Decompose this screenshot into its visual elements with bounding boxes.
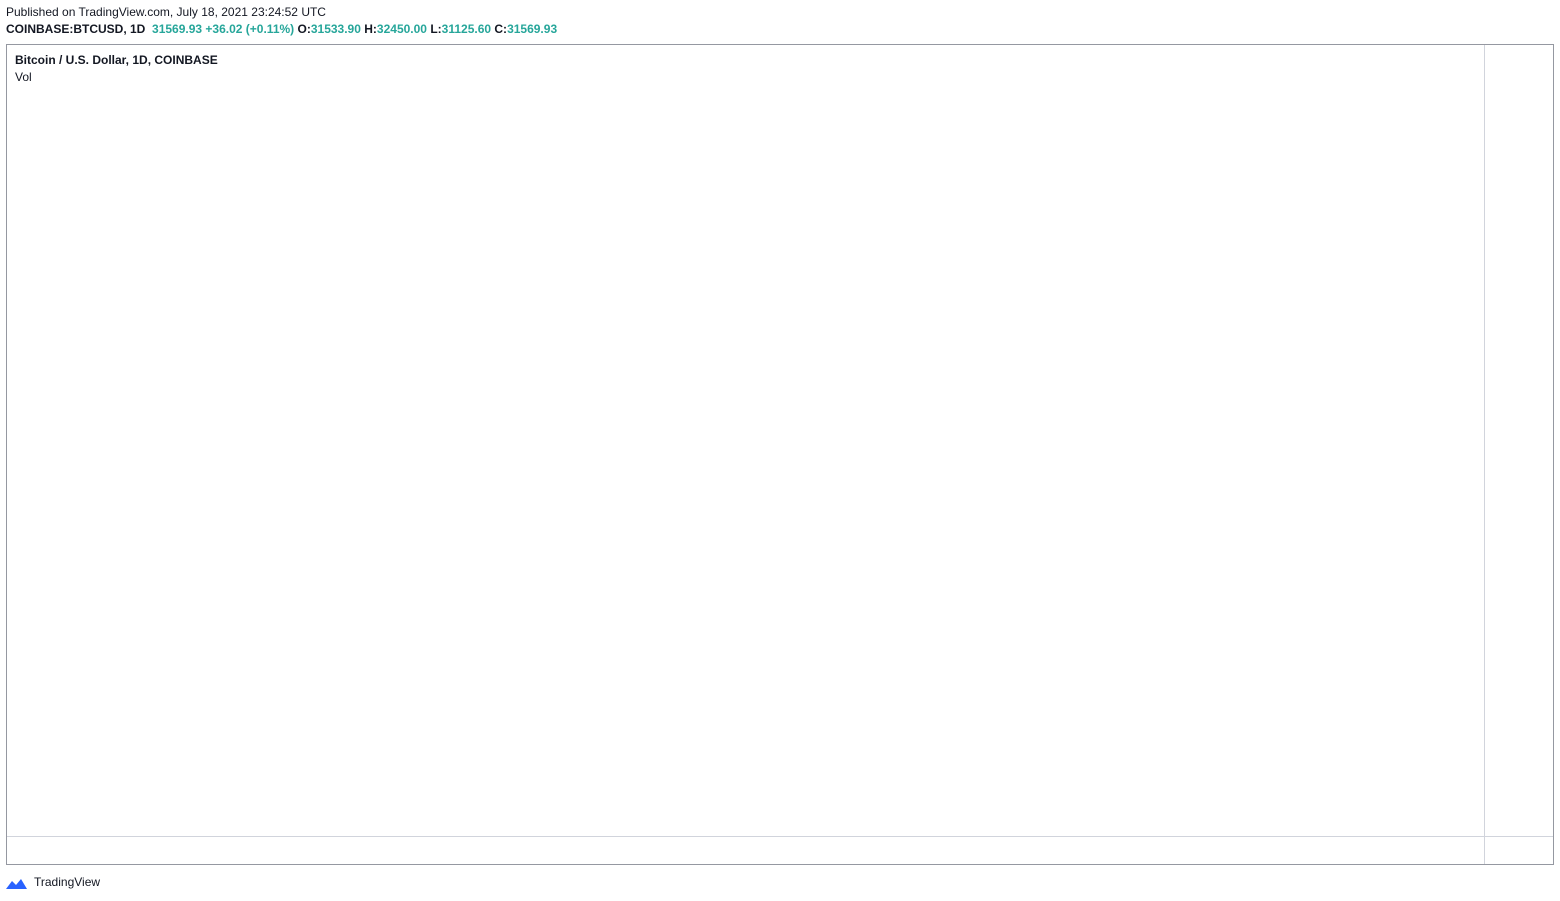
header: Published on TradingView.com, July 18, 2… <box>6 4 560 38</box>
symbol: COINBASE:BTCUSD, 1D <box>6 22 146 36</box>
logo-icon <box>6 879 27 889</box>
published: Published on TradingView.com, July 18, 2… <box>6 5 326 19</box>
ohlc-label: O: <box>297 22 311 36</box>
ohlc-value: 31569.93 <box>507 22 558 36</box>
chart-title: Bitcoin / U.S. Dollar, 1D, COINBASE <box>15 53 218 67</box>
vol-legend: Vol <box>15 70 32 84</box>
ohlc-value: 31533.90 <box>310 22 361 36</box>
quote-line: COINBASE:BTCUSD, 1D 31569.93 +36.02 (+0.… <box>6 21 560 38</box>
ohlc-label: C: <box>494 22 508 36</box>
footer-logo: TradingView <box>6 875 100 889</box>
ohlc-value: 32450.00 <box>376 22 427 36</box>
ohlc: O:31533.90 H:32450.00 L:31125.60 C:31569… <box>298 22 561 36</box>
change: +36.02 (+0.11%) <box>205 22 295 36</box>
frame <box>6 44 1554 865</box>
last: 31569.93 <box>152 22 203 36</box>
ohlc-value: 31125.60 <box>441 22 492 36</box>
ohlc-label: H: <box>364 22 377 36</box>
brand: TradingView <box>34 875 100 889</box>
ohlc-label: L: <box>430 22 442 36</box>
